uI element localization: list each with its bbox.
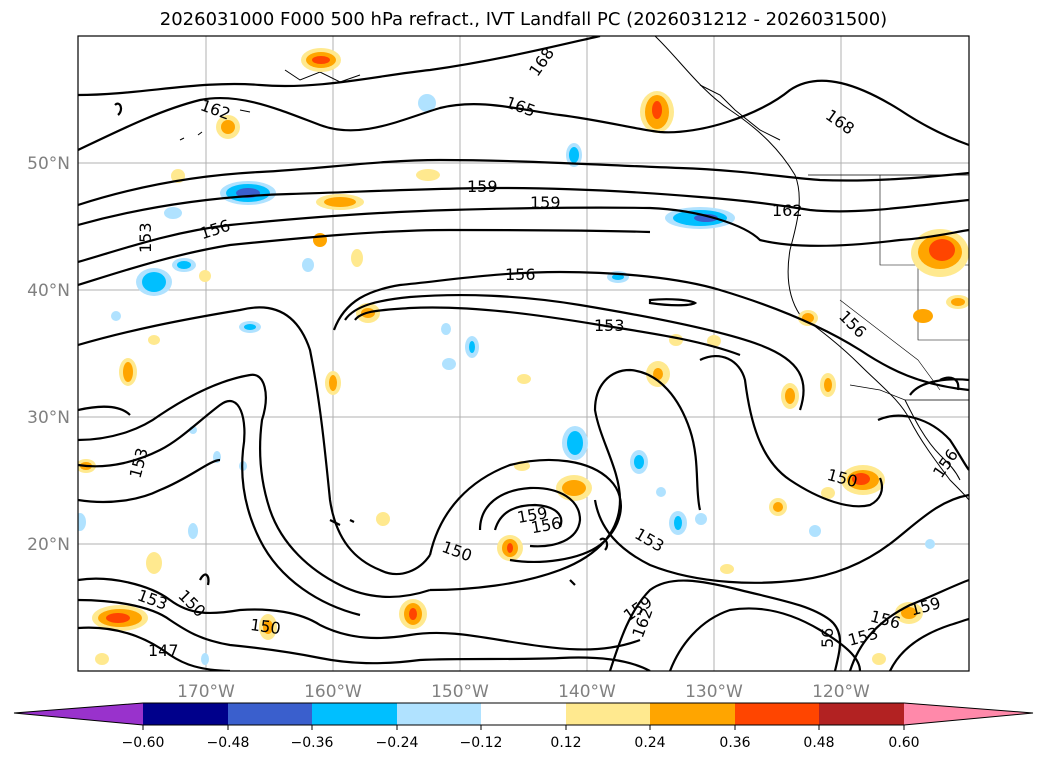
colorbar-tick-label: 0.12: [550, 735, 581, 751]
contour-label: 56: [818, 628, 837, 648]
lon-label: 170°W: [177, 682, 235, 702]
lon-label: 160°W: [304, 682, 362, 702]
lat-label: 20°N: [27, 535, 70, 555]
contour-label: 153: [126, 446, 152, 480]
colorbar-segment: [566, 703, 650, 725]
lon-label: 130°W: [685, 682, 743, 702]
contour-label: 153: [594, 316, 625, 335]
colorbar-segment: [650, 703, 735, 725]
contour-label: 147: [148, 641, 179, 660]
contour-label: 159: [467, 177, 498, 196]
contour-label: 153: [136, 222, 155, 253]
contour-label: 168: [822, 105, 858, 138]
colorbar-tick-label: −0.48: [207, 735, 250, 751]
colorbar-segment: [904, 703, 1033, 725]
colorbar-tick-label: −0.24: [376, 735, 419, 751]
colorbar-segment: [14, 703, 143, 725]
colorbar-tick-label: 0.48: [803, 735, 834, 751]
colorbar: −0.60 −0.48 −0.36 −0.24 −0.12 0.12 0.24 …: [13, 702, 1034, 751]
contour-label: 153: [632, 524, 668, 556]
colorbar-segment: [143, 703, 228, 725]
colorbar-segment: [735, 703, 819, 725]
longitude-labels: 170°W 160°W 150°W 140°W 130°W 120°W: [177, 682, 870, 702]
colorbar-tick-label: 0.36: [719, 735, 750, 751]
colorbar-tick-label: −0.60: [122, 735, 165, 751]
contour-label: 153: [846, 624, 880, 650]
graticule: [78, 36, 969, 671]
contour-label: 150: [249, 615, 282, 638]
colorbar-tick-label: −0.12: [460, 735, 503, 751]
contour-label: 162: [198, 95, 233, 123]
contour-label: 156: [198, 216, 233, 244]
colorbar-tick-label: 0.24: [634, 735, 665, 751]
contour-label: 150: [174, 586, 209, 621]
colorbar-tick-marks: [142, 725, 905, 730]
colorbar-segment: [819, 703, 904, 725]
colorbar-segment: [312, 703, 397, 725]
contour-label: 156: [505, 265, 536, 284]
lat-label: 50°N: [27, 154, 70, 174]
latitude-labels: 50°N 40°N 30°N 20°N: [27, 154, 70, 555]
contour-label: 168: [525, 44, 558, 80]
map-area: 168 165 162 168 159 159 156 162 153 156 …: [78, 36, 969, 671]
contour-label: 159: [530, 193, 561, 212]
contour-label: 150: [439, 537, 474, 565]
colorbar-segment: [228, 703, 312, 725]
figure-title: 2026031000 F000 500 hPa refract., IVT La…: [159, 9, 888, 30]
contour-label: 162: [772, 201, 803, 220]
lon-label: 120°W: [812, 682, 870, 702]
lon-label: 150°W: [431, 682, 489, 702]
colorbar-segment: [397, 703, 481, 725]
colorbar-tick-label: 0.60: [888, 735, 919, 751]
contour-label: 156: [835, 307, 870, 342]
ivt-shading: [78, 48, 969, 665]
lon-label: 140°W: [558, 682, 616, 702]
colorbar-segment: [481, 703, 566, 725]
contour-label: 159: [908, 593, 942, 619]
lat-label: 40°N: [27, 281, 70, 301]
contour-label: 165: [503, 92, 538, 120]
colorbar-tick-label: −0.36: [291, 735, 334, 751]
map-frame: [77, 35, 970, 672]
contour-labels: 168 165 162 168 159 159 156 162 153 156 …: [126, 44, 962, 660]
contour-label: 156: [529, 513, 562, 537]
refractivity-contours: [78, 36, 969, 671]
lat-label: 30°N: [27, 408, 70, 428]
